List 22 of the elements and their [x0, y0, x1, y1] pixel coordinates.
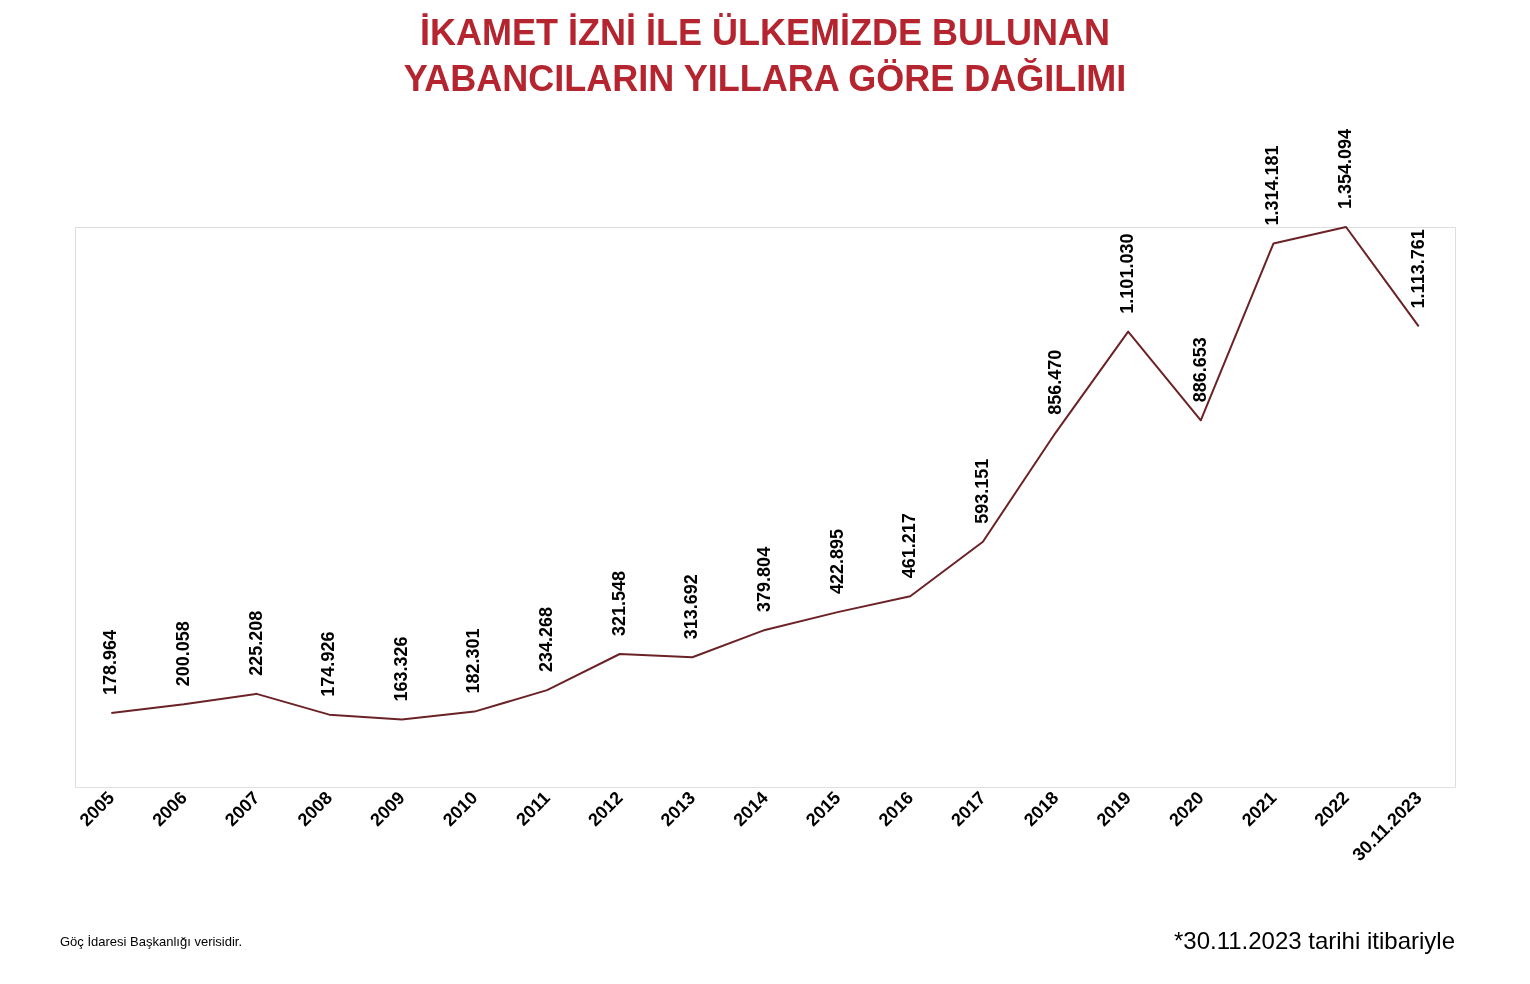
data-label: 234.268 — [536, 607, 557, 673]
text: Göç İdaresi Başkanlığı verisidir. — [60, 934, 243, 949]
data-label: 225.208 — [245, 610, 266, 676]
data-label: 1.314.181 — [1262, 145, 1283, 226]
data-label: 422.895 — [826, 529, 847, 595]
data-label: 461.217 — [899, 513, 920, 579]
data-label: 1.101.030 — [1117, 233, 1138, 314]
data-label: 1.354.094 — [1335, 128, 1356, 209]
data-label: 379.804 — [754, 546, 774, 612]
data-label: 174.926 — [318, 631, 339, 697]
data-label: 1.113.761 — [1407, 229, 1428, 309]
data-label: 886.653 — [1189, 337, 1210, 403]
data-label: 313.692 — [681, 574, 702, 640]
data-label: 321.548 — [608, 570, 629, 637]
data-label: 856.470 — [1044, 349, 1065, 415]
data-label: 593.151 — [971, 458, 992, 524]
data-label: 182.301 — [463, 628, 484, 694]
text: *30.11.2023 tarihi itibariyle — [1173, 927, 1455, 954]
data-label: 200.058 — [172, 621, 193, 687]
data-label: 178.964 — [100, 629, 121, 695]
chart-title: İKAMET İZNİ İLE ÜLKEMİZDE BULUNAN YABANCILARIN YILLARA GÖRE DAĞILIMI — [403, 11, 1127, 99]
data-label: 163.326 — [390, 636, 411, 702]
